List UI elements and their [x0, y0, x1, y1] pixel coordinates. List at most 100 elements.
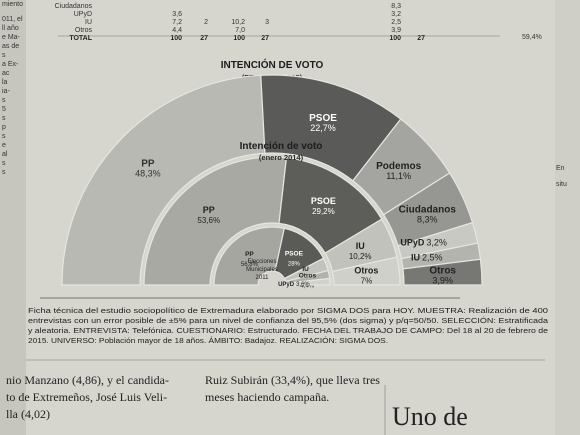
slice-pp: [143, 156, 288, 286]
slice-value: 11,1%: [386, 171, 411, 181]
article-text: nio Manzano (4,86), y el candida-to de E…: [6, 373, 468, 431]
article-col1-line: lla (4,02): [6, 407, 50, 421]
left-column-line: s: [2, 52, 6, 59]
right-column-text: En situ: [556, 165, 567, 188]
slice-label: PSOE: [285, 250, 304, 257]
table-cell: 3,2: [391, 11, 401, 18]
slice-value: 7%: [361, 277, 373, 286]
center-title-line: Elecciones: [247, 259, 276, 265]
left-column-line: s: [2, 160, 6, 167]
slice-label: IU: [356, 241, 365, 251]
table-cell: 2: [204, 19, 208, 26]
ficha-tecnica: Ficha técnica del estudio sociopolítico …: [28, 306, 549, 345]
slice-value: 22,7%: [310, 123, 336, 133]
slice-upyd: [285, 277, 331, 286]
table-cell: 10,2: [231, 19, 245, 26]
slice-value: 28%: [288, 261, 301, 267]
slice-name: IU: [411, 252, 420, 262]
slice-label: IU: [302, 266, 309, 273]
table-cell: 27: [417, 35, 425, 42]
table-cell: 7,2: [172, 19, 182, 26]
slice-pp: [61, 74, 266, 286]
slice-value: 3,6%: [296, 282, 310, 288]
chart-title-2014: Intención de voto: [240, 141, 323, 152]
table-row-label: UPyD: [74, 11, 92, 18]
headline: Uno de: [392, 402, 468, 431]
chart-subtitle-2014: (enero 2014): [259, 153, 304, 162]
left-column-line: s: [2, 133, 6, 140]
article-col2-line: Ruiz Subirán (33,4%), que lleva tres: [205, 373, 380, 387]
table-cell: 2,5: [391, 19, 401, 26]
slice-label: PP: [245, 251, 254, 258]
slice-label: Ciudadanos: [399, 204, 457, 215]
chart-title-2011: Elecciones Municipales 2011: [246, 259, 278, 281]
right-column-line: En: [556, 165, 565, 172]
slice-label: PP: [141, 158, 155, 169]
right-column-line: situ: [556, 181, 567, 188]
slice-value: 8,3%: [417, 214, 438, 224]
ficha-line: y aleatoria. ENTREVISTA: Telefónica. CUE…: [28, 326, 548, 335]
left-column-line: p: [2, 124, 6, 131]
slice-psoe: [274, 227, 325, 280]
table-cell: 8,3: [391, 3, 401, 10]
left-column-line: ll año: [2, 25, 19, 32]
slice-value: 48,3%: [135, 168, 161, 178]
slice-label: Otros: [429, 266, 456, 277]
slice-label: IU 2,5%: [411, 252, 443, 262]
table-cell: 3,9: [391, 27, 401, 34]
slice-label: Otros: [299, 272, 317, 279]
article-col1-line: to de Extremeños, José Luis Veli-: [6, 390, 167, 404]
results-table: Ciudadanos 8,3 UPyD 3,6 3,2 IU 7,2 2 10,2 3 2,5 Otr…: [55, 3, 542, 42]
left-column-text: miento 011, el ll año e Ma-as de s a Ex-ac la i…: [2, 1, 23, 176]
slice-label: UPyD 3,6%: [278, 282, 310, 288]
table-row-label: TOTAL: [69, 35, 92, 42]
table-row-label: Ciudadanos: [55, 3, 93, 10]
left-column-line: s: [2, 97, 6, 104]
side-value: 59,4%: [522, 34, 542, 41]
slice-value: 2,5%: [422, 252, 443, 262]
table-cell: 3,6: [172, 11, 182, 18]
left-column-line: al: [2, 151, 8, 158]
left-column-line: 011, el: [2, 16, 23, 23]
ficha-line: entrevistas con un error posible de ±5% …: [28, 316, 549, 325]
table-cell: 100: [170, 35, 182, 42]
left-column-line: a Ex-: [2, 61, 19, 68]
slice-label: PSOE: [309, 113, 337, 124]
slice-label: UPyD 3,2%: [400, 237, 447, 247]
left-column-line: e Ma-: [2, 34, 21, 41]
center-title-line: Municipales: [246, 267, 278, 273]
table-cell: 3: [265, 19, 269, 26]
right-page-strip: [555, 0, 580, 435]
slice-label: Otros: [354, 266, 378, 276]
left-column-line: s: [2, 169, 6, 176]
slice-value: 10,2%: [349, 252, 372, 261]
left-column-line: miento: [2, 1, 23, 8]
left-column-line: 5: [2, 106, 6, 113]
table-cell: 100: [389, 35, 401, 42]
slice-value: 3,9%: [432, 276, 453, 286]
ficha-line: 2015. UNIVERSO: Población mayor de 18 añ…: [28, 336, 388, 345]
table-row-label: IU: [85, 19, 92, 26]
left-column-line: ac: [2, 70, 10, 77]
left-column-line: e: [2, 142, 6, 149]
table-cell: 100: [233, 35, 245, 42]
slice-value: 3,2%: [426, 237, 447, 247]
article-col2-line: meses haciendo campaña.: [205, 390, 329, 404]
slice-label: PP: [203, 205, 215, 215]
table-cell: 27: [200, 35, 208, 42]
slice-otros: [331, 256, 401, 286]
slice-label: PSOE: [311, 196, 336, 206]
slice-pp: [213, 226, 286, 286]
table-row-label: Otros: [75, 27, 93, 34]
slice-name: UPyD: [400, 237, 425, 247]
slice-value: 4,4%: [301, 283, 315, 289]
table-cell: 7,0: [235, 27, 245, 34]
left-column-line: ia-: [2, 88, 10, 95]
article-col1-line: nio Manzano (4,86), y el candida-: [6, 373, 169, 387]
table-cell: 27: [261, 35, 269, 42]
left-column-line: s: [2, 115, 6, 122]
